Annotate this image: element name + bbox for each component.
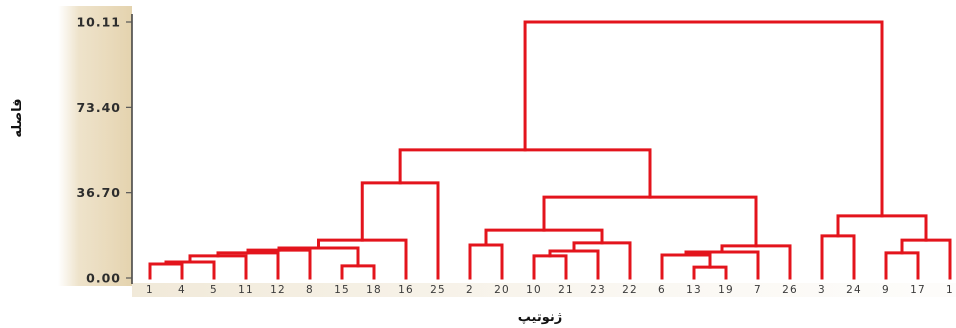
- x-axis-ticks: 1 4 5 11 12 8 15 18 16 25 2 20 10 21 23 22 6 13 19 7 26 3 24 9 1…: [146, 284, 954, 296]
- x-tick-label: 16: [398, 284, 414, 296]
- x-tick-label: 11: [238, 284, 254, 296]
- x-tick-label: 22: [622, 284, 638, 296]
- x-tick-label: 21: [558, 284, 574, 296]
- x-tick-label: 9: [882, 284, 890, 296]
- dendrogram-link: [317, 238, 408, 280]
- y-tick-label: 73.40: [76, 100, 121, 115]
- x-tick-label: 5: [210, 284, 218, 296]
- dendrogram-link: [340, 264, 376, 280]
- dendrogram-link: [523, 20, 884, 218]
- x-axis-title: ژنوتیپ: [518, 310, 562, 325]
- y-tick-label: 10.11: [76, 15, 121, 30]
- y-axis-ticks: 0.00 36.70 73.40 10.11: [76, 15, 132, 286]
- dendrogram-link: [360, 181, 440, 280]
- dendrogram-link: [532, 254, 568, 280]
- x-tick-label: 18: [366, 284, 382, 296]
- x-tick-label: 15: [334, 284, 350, 296]
- x-tick-label: 4: [178, 284, 186, 296]
- x-tick-label: 13: [686, 284, 702, 296]
- x-tick-label: 1: [146, 284, 154, 296]
- y-axis-title: فاصله: [10, 98, 25, 137]
- y-axis-panel: [58, 6, 132, 286]
- dendrogram-link: [148, 262, 184, 280]
- dendrogram-link: [188, 254, 248, 280]
- dendrogram-link: [692, 265, 728, 280]
- dendrogram-link: [900, 238, 952, 280]
- x-tick-label: 17: [910, 284, 926, 296]
- x-tick-label: 10: [526, 284, 542, 296]
- x-tick-label: 25: [430, 284, 446, 296]
- x-tick-label: 1: [946, 284, 954, 296]
- y-tick-label: 0.00: [86, 271, 121, 286]
- x-tick-label: 26: [782, 284, 798, 296]
- y-tick-label: 36.70: [76, 185, 121, 200]
- x-tick-label: 20: [494, 284, 510, 296]
- x-tick-label: 19: [718, 284, 734, 296]
- dendrogram-link: [572, 241, 632, 280]
- dendrogram-links: [148, 20, 952, 280]
- dendrogram-link: [468, 243, 504, 280]
- x-tick-label: 24: [846, 284, 862, 296]
- x-tick-label: 6: [658, 284, 666, 296]
- x-tick-label: 8: [306, 284, 314, 296]
- dendrogram-link: [820, 234, 856, 280]
- x-tick-band: [132, 283, 956, 297]
- x-tick-label: 2: [466, 284, 474, 296]
- x-tick-label: 12: [270, 284, 286, 296]
- dendrogram-link: [884, 251, 920, 280]
- dendrogram-link: [542, 195, 758, 248]
- x-tick-label: 23: [590, 284, 606, 296]
- x-tick-label: 7: [754, 284, 762, 296]
- x-tick-label: 3: [818, 284, 826, 296]
